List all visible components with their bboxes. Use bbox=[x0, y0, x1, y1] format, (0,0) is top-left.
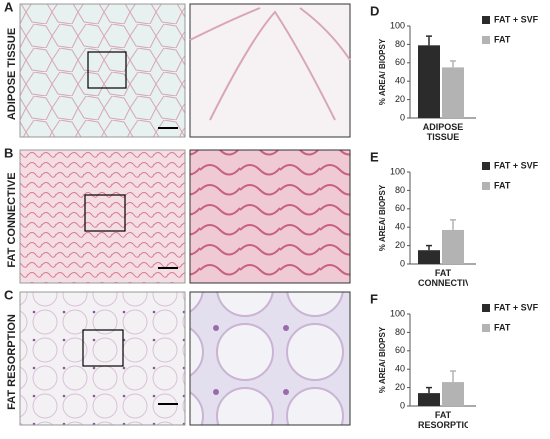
legend-label: FAT bbox=[494, 322, 511, 332]
y-tick-label: 40 bbox=[395, 76, 405, 86]
y-tick-label: 80 bbox=[395, 185, 405, 195]
category-label: FAT CONNECTIVE bbox=[418, 268, 468, 288]
legend-swatch bbox=[482, 16, 490, 24]
panel-label: B bbox=[4, 145, 13, 160]
bar bbox=[418, 393, 440, 406]
row-title: ADIPOSE TISSUE bbox=[6, 28, 18, 120]
image bbox=[189, 149, 351, 284]
legend-swatch bbox=[482, 304, 490, 312]
y-tick-label: 0 bbox=[400, 258, 405, 268]
bar bbox=[442, 229, 464, 264]
y-axis-label: % AREA/ BIOPSY bbox=[378, 38, 387, 105]
y-tick-label: 60 bbox=[395, 57, 405, 67]
y-tick-label: 0 bbox=[400, 400, 405, 410]
x-tick-label: ADIPOSE TISSUE bbox=[422, 122, 464, 142]
legend-swatch bbox=[482, 324, 490, 332]
legend-swatch bbox=[482, 162, 490, 170]
image bbox=[19, 149, 186, 284]
legend-label: FAT + SVF bbox=[494, 160, 539, 170]
image bbox=[189, 291, 351, 426]
y-tick-label: 60 bbox=[395, 345, 405, 355]
legend-swatch bbox=[482, 36, 490, 44]
image bbox=[189, 3, 351, 138]
category-label: FAT RESORPTION bbox=[418, 410, 468, 430]
y-tick-label: 0 bbox=[400, 112, 405, 122]
legend-label: FAT + SVF bbox=[494, 14, 539, 24]
y-tick-label: 100 bbox=[390, 308, 405, 318]
legend-label: FAT bbox=[494, 180, 511, 190]
category-label: ADIPOSE TISSUE bbox=[422, 122, 464, 142]
x-tick-label: FAT CONNECTIVE bbox=[418, 268, 468, 288]
legend-label: FAT + SVF bbox=[494, 302, 539, 312]
y-axis-label: % AREA/ BIOPSY bbox=[378, 184, 387, 251]
legend-label: FAT bbox=[494, 34, 511, 44]
y-tick-label: 40 bbox=[395, 222, 405, 232]
y-axis-label: % AREA/ BIOPSY bbox=[378, 326, 387, 393]
bar bbox=[418, 250, 440, 264]
panel-label: C bbox=[4, 287, 14, 302]
histology-images bbox=[19, 3, 351, 426]
y-tick-label: 20 bbox=[395, 240, 405, 250]
panel-label: E bbox=[370, 149, 379, 164]
y-tick-label: 60 bbox=[395, 203, 405, 213]
y-tick-label: 100 bbox=[390, 20, 405, 30]
bar bbox=[442, 382, 464, 406]
bar bbox=[442, 67, 464, 118]
bar bbox=[418, 45, 440, 118]
y-tick-label: 20 bbox=[395, 382, 405, 392]
panel-label: D bbox=[370, 3, 379, 18]
y-tick-label: 80 bbox=[395, 327, 405, 337]
legend-swatch bbox=[482, 182, 490, 190]
x-tick-label: FAT RESORPTION bbox=[418, 410, 468, 430]
y-tick-label: 80 bbox=[395, 39, 405, 49]
image bbox=[19, 291, 186, 426]
panel-label: F bbox=[370, 291, 378, 306]
image bbox=[19, 3, 186, 138]
y-tick-label: 40 bbox=[395, 364, 405, 374]
row-title: FAT CONNECTIVE bbox=[6, 172, 18, 267]
y-tick-label: 20 bbox=[395, 94, 405, 104]
row-title: FAT RESORPTION bbox=[6, 314, 18, 410]
panel-label: A bbox=[4, 0, 14, 14]
y-tick-label: 100 bbox=[390, 166, 405, 176]
